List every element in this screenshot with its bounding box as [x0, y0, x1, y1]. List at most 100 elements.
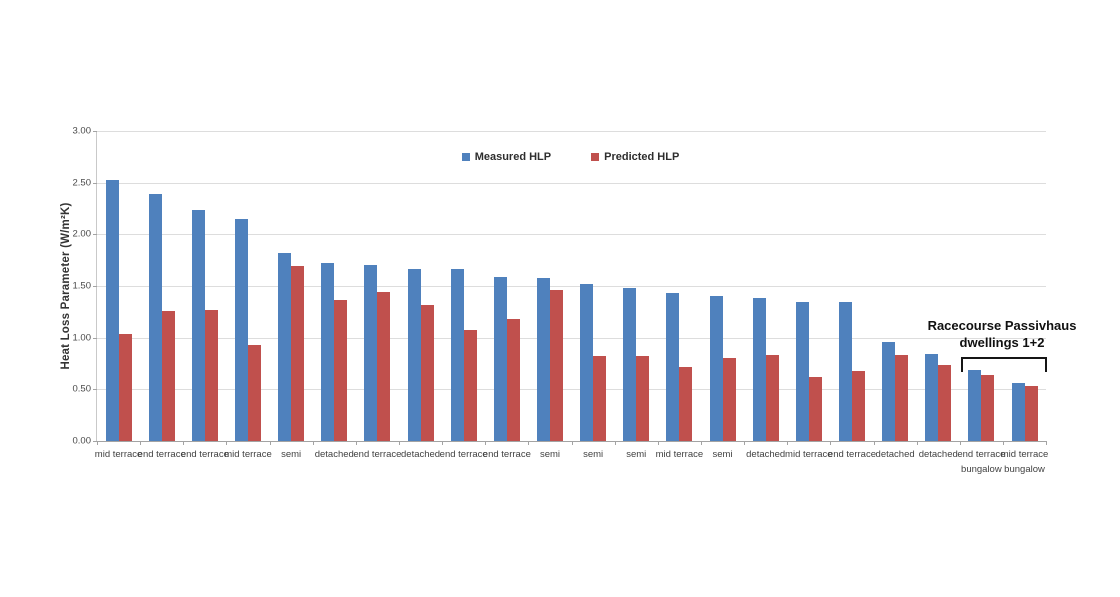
x-axis-tick-mark — [787, 441, 789, 445]
bar-group: mid terrace — [224, 131, 272, 460]
bar-pair — [744, 131, 787, 441]
bar-predicted — [291, 266, 305, 441]
x-axis-tick-mark — [657, 441, 659, 445]
x-axis-tick-mark — [830, 441, 832, 445]
bar-measured — [666, 293, 680, 441]
y-axis-tick-label: 2.50 — [72, 177, 92, 189]
gridline — [97, 286, 1046, 287]
x-axis-category-label: end terrace — [138, 448, 186, 463]
bar-group: mid terrace bungalow — [1001, 131, 1048, 475]
bar-predicted — [722, 358, 736, 441]
x-label-line1: detached — [401, 449, 441, 460]
y-axis-tick-mark — [93, 286, 97, 287]
x-axis-category-label: detached — [746, 448, 785, 463]
bar-measured — [623, 288, 637, 441]
y-axis-tick-mark — [93, 441, 97, 442]
gridline — [97, 389, 1046, 391]
bar-predicted — [679, 366, 693, 441]
bar-predicted — [895, 355, 909, 441]
x-axis-tick-mark — [571, 441, 573, 445]
bar-predicted — [938, 364, 952, 441]
x-axis-tick-mark — [700, 441, 702, 445]
bar-pair — [572, 131, 615, 441]
plot-area: 3.00 2.50 2.00 1.50 1.00 0.50 0.00 mid terrace e… — [73, 126, 1049, 475]
x-axis-category-label: semi — [626, 448, 646, 463]
x-axis-tick-mark — [1046, 441, 1048, 445]
bar-group: mid terrace — [656, 131, 703, 460]
bar-measured — [450, 269, 464, 441]
bar-group: detached — [916, 131, 960, 460]
x-axis-category-label: semi — [540, 448, 560, 463]
bar-predicted — [118, 333, 132, 441]
x-label-line1: end terrace — [957, 449, 1006, 460]
bar-measured — [968, 369, 982, 441]
bar-pair — [917, 131, 960, 441]
bar-group: end terrace — [440, 131, 488, 460]
bar-group: semi — [614, 131, 658, 460]
x-label-line1: mid terrace — [785, 449, 833, 460]
bar-pair — [270, 131, 313, 441]
y-axis-tick-label: 1.50 — [72, 280, 92, 292]
x-label-line1: mid terrace — [655, 449, 704, 460]
bar-group: detached — [312, 131, 356, 460]
x-axis-tick-mark — [873, 441, 875, 445]
x-axis-category-label: end terrace — [483, 448, 531, 463]
bar-measured — [1011, 383, 1025, 441]
x-label-line1: detached — [314, 449, 354, 460]
bar-predicted — [636, 356, 650, 441]
bar-predicted — [204, 309, 218, 441]
x-axis-category-label: mid terrace — [95, 448, 143, 463]
x-axis-category-label: mid terrace — [224, 448, 272, 463]
bar-measured — [321, 263, 335, 441]
x-axis-tick-mark — [1002, 441, 1004, 445]
x-axis-tick-mark — [312, 441, 314, 445]
x-label-line1: mid terrace — [224, 449, 272, 460]
bar-measured — [752, 298, 766, 441]
x-label-line1: detached — [875, 449, 915, 460]
bar-pair — [485, 131, 528, 441]
x-label-line1: semi — [281, 449, 302, 460]
bar-group: detached — [873, 131, 917, 460]
annotation-bracket-icon — [961, 357, 1047, 372]
bar-predicted — [161, 310, 175, 441]
x-axis-category-label: detached — [401, 448, 440, 463]
bar-predicted — [981, 374, 995, 441]
x-axis-tick-mark — [355, 441, 357, 445]
bar-group: semi — [571, 131, 615, 460]
bar-pair — [356, 131, 399, 441]
bar-group: end terrace bungalow — [957, 131, 1005, 475]
bar-pair — [960, 131, 1003, 441]
x-axis-category-label: mid terrace — [785, 448, 833, 463]
bar-group: semi — [269, 131, 313, 460]
x-axis-tick-mark — [744, 441, 746, 445]
x-axis-category-label: semi — [583, 448, 603, 463]
bar-group: end terrace — [483, 131, 531, 460]
x-label-line2: bungalow — [1004, 463, 1045, 475]
bar-pair — [140, 131, 183, 441]
bar-predicted — [377, 292, 391, 441]
bar-pair — [183, 131, 226, 441]
gridline — [97, 234, 1046, 236]
bar-pair — [97, 131, 140, 441]
x-label-line2: bungalow — [961, 463, 1002, 475]
bar-group: end terrace — [828, 131, 876, 460]
annotation-line2: dwellings 1+2 — [959, 334, 1045, 350]
bar-group: end terrace — [181, 131, 229, 460]
x-label-line1: detached — [918, 449, 958, 460]
bar-measured — [364, 265, 378, 441]
bar-pair — [615, 131, 658, 441]
x-axis-category-label: detached — [876, 448, 915, 463]
bar-measured — [882, 341, 896, 441]
x-label-line1: semi — [539, 449, 560, 460]
bar-pair — [787, 131, 830, 441]
x-axis-tick-mark — [614, 441, 616, 445]
x-axis-tick-mark — [183, 441, 185, 445]
bar-predicted — [808, 376, 822, 441]
bar-group: mid terrace — [95, 131, 142, 460]
x-axis-category-label: end terrace bungalow — [957, 448, 1005, 477]
y-axis-tick-mark — [93, 182, 97, 184]
x-axis-category-label: detached — [919, 448, 958, 463]
x-axis-category-label: end terrace — [828, 448, 876, 463]
y-axis-tick-label: 1.00 — [72, 332, 92, 344]
x-label-line1: semi — [583, 449, 604, 460]
